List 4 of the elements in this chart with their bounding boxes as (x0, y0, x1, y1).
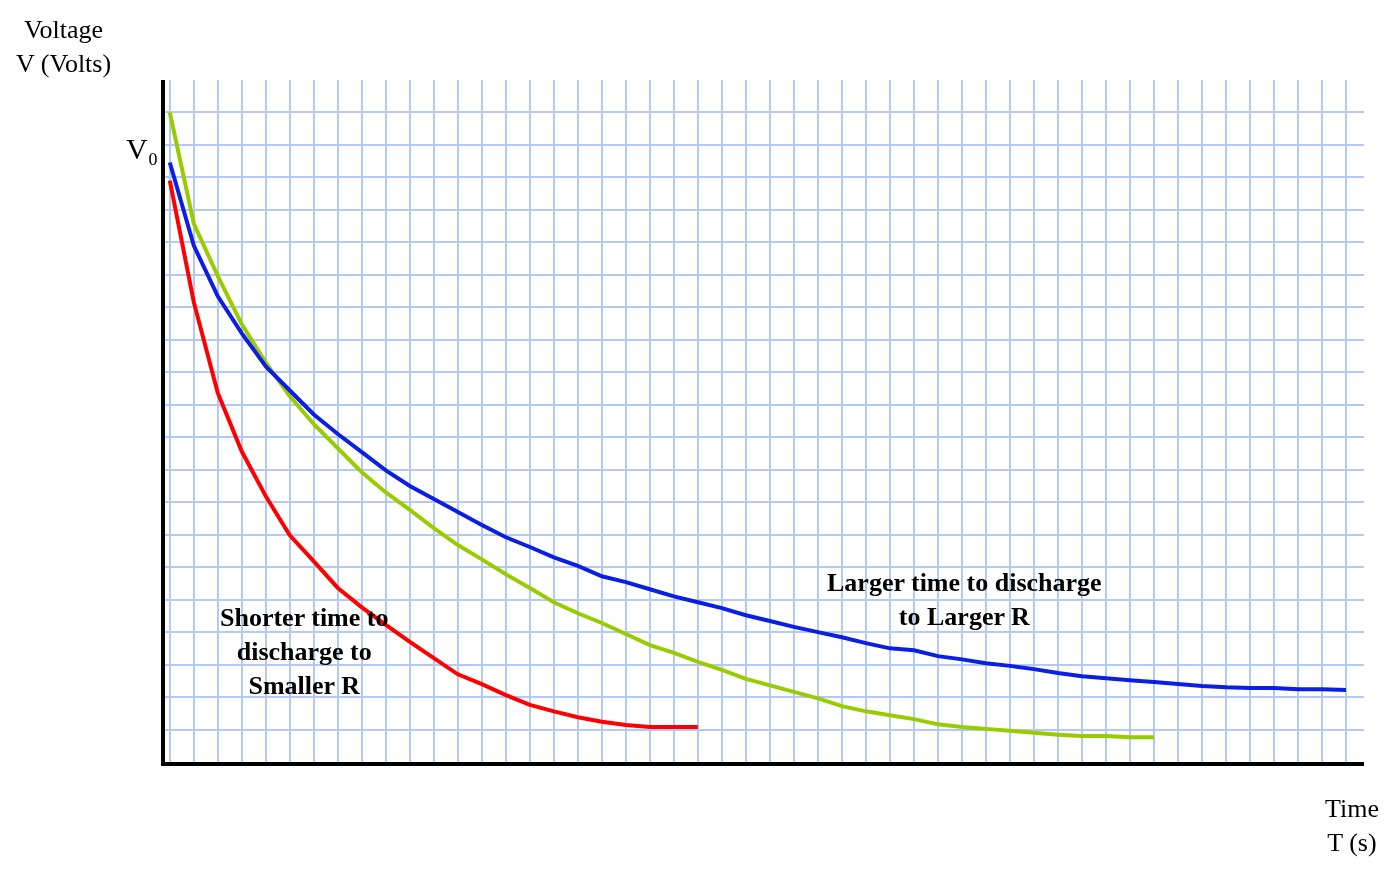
y-axis-title: Voltage V (Volts) (16, 15, 112, 78)
text: V₀ (126, 132, 159, 165)
x-axis-title: Time T (s) (1325, 794, 1379, 857)
annotation: Larger time to discharge to Larger R (827, 568, 1102, 631)
